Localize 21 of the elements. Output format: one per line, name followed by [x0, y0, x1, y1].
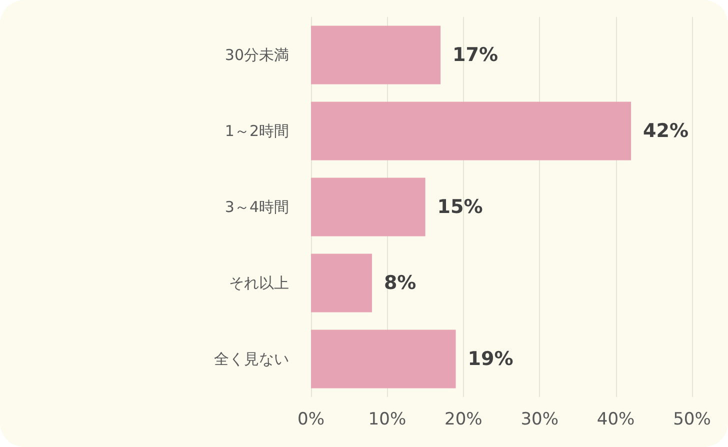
- x-tick-label: 30%: [520, 410, 558, 430]
- x-tick-label: 0%: [298, 410, 324, 430]
- data-label: 19%: [468, 348, 514, 370]
- data-label: 17%: [452, 44, 498, 66]
- y-tick-label: それ以上: [229, 274, 289, 292]
- bar: [311, 254, 372, 312]
- data-label: 8%: [384, 272, 416, 294]
- bar: [311, 102, 632, 160]
- bar: [311, 330, 456, 388]
- x-tick-label: 20%: [444, 410, 482, 430]
- bar: [311, 178, 426, 236]
- data-label: 42%: [643, 120, 689, 142]
- data-label: 15%: [437, 196, 483, 218]
- y-tick-label: 3～4時間: [224, 198, 289, 216]
- y-tick-label: 1～2時間: [224, 122, 289, 140]
- y-tick-label: 30分未満: [224, 46, 289, 64]
- x-tick-label: 50%: [673, 410, 711, 430]
- x-tick-label: 40%: [596, 410, 635, 430]
- bar: [311, 26, 441, 84]
- y-tick-label: 全く見ない: [214, 350, 289, 368]
- x-tick-label: 10%: [368, 410, 406, 430]
